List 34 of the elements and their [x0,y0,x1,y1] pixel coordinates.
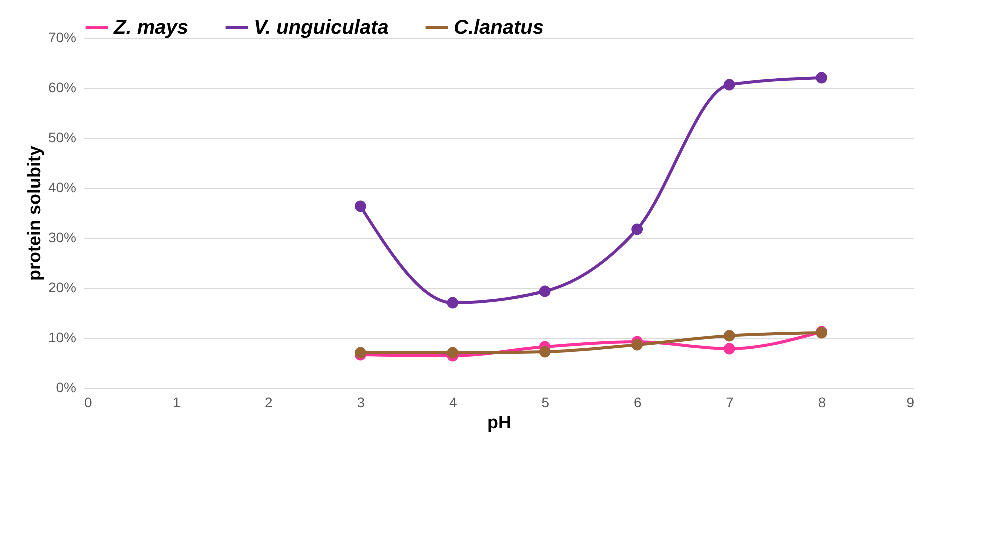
x-tick-label: 1 [172,394,181,410]
point [539,346,551,358]
x-axis-title: pH [488,412,512,432]
y-tick-label: 70% [48,30,76,46]
point [724,343,736,355]
x-tick-label: 0 [84,394,92,410]
x-tick-label: 7 [726,394,734,410]
y-tick-label: 40% [48,180,76,196]
point [816,72,828,84]
x-tick-label: 6 [634,394,642,410]
legend-label: V. unguiculata [254,17,389,39]
point [447,347,459,359]
x-tick-label: 9 [906,394,915,410]
point [632,339,644,351]
legend-label: C.lanatus [454,17,544,39]
y-tick-label: 30% [48,230,76,246]
point [447,297,459,309]
x-tick-label: 3 [357,394,366,410]
point [724,330,736,342]
y-axis-title: protein solubity [24,146,44,281]
x-tick-label: 4 [449,394,458,410]
legend-label: Z. mays [113,17,188,39]
y-tick-label: 60% [48,80,76,96]
y-tick-label: 0% [56,380,76,396]
y-tick-label: 10% [48,330,76,346]
point [632,224,644,236]
point [539,286,551,298]
x-tick-label: 5 [542,394,550,410]
point [354,200,366,212]
x-tick-label: 2 [265,394,274,410]
x-tick-label: 8 [818,394,826,410]
point [724,79,736,91]
y-tick-label: 20% [48,280,76,296]
y-tick-label: 50% [48,130,76,146]
